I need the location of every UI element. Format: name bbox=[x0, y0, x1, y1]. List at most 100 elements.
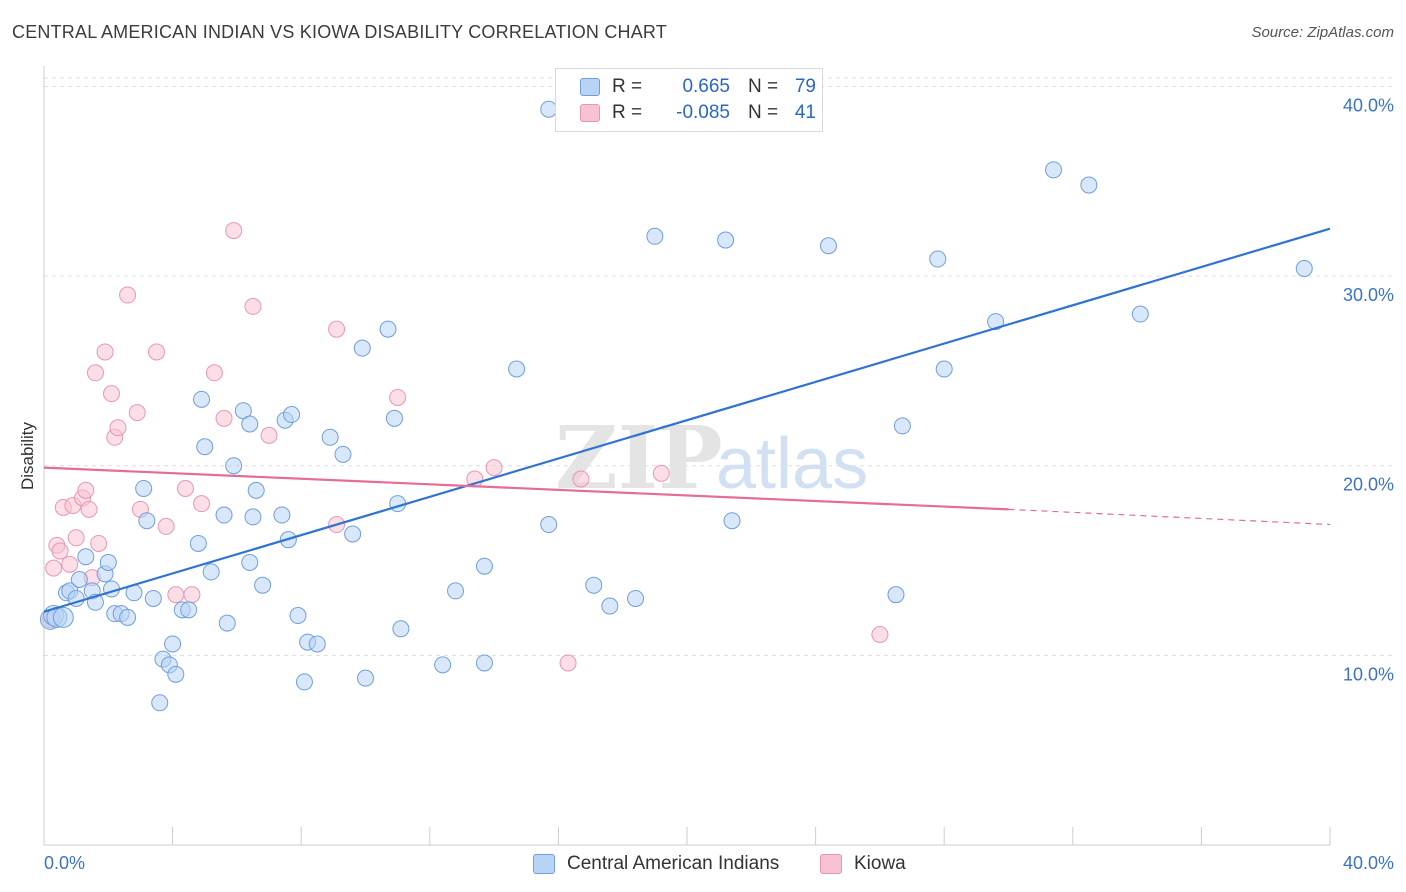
central-american-indian-point bbox=[887, 586, 905, 604]
central-american-indian-point bbox=[585, 576, 603, 594]
bottom-legend-central-american-indians: Central American Indians bbox=[533, 852, 779, 876]
watermark-atlas: atlas bbox=[716, 424, 868, 504]
kiowa-point bbox=[167, 586, 185, 604]
central-american-indian-point bbox=[475, 654, 493, 672]
legend-swatch-pink bbox=[580, 104, 600, 122]
kiowa-point bbox=[193, 495, 211, 513]
axes bbox=[43, 66, 1331, 846]
central-american-indian-point bbox=[723, 512, 741, 530]
legend-r-label: R = bbox=[612, 76, 643, 97]
central-american-indian-point bbox=[717, 231, 735, 249]
legend-row-kiowa: R = -0.085 N = 41 bbox=[580, 101, 816, 125]
x-tick-label-max: 40.0% bbox=[1343, 853, 1394, 873]
central-american-indian-point bbox=[646, 227, 664, 245]
kiowa-point bbox=[260, 426, 278, 444]
trend-line-kiowa-extension bbox=[1008, 508, 1331, 526]
kiowa-point bbox=[109, 419, 127, 437]
central-american-indian-point bbox=[1295, 259, 1313, 277]
trend-lines bbox=[43, 227, 1331, 613]
legend-n-label: N = bbox=[748, 102, 779, 123]
central-american-indian-point bbox=[283, 406, 301, 424]
central-american-indian-point bbox=[385, 409, 403, 427]
central-american-indian-point bbox=[935, 360, 953, 378]
central-american-indian-point bbox=[254, 576, 272, 594]
central-american-indian-point bbox=[241, 415, 259, 433]
kiowa-point bbox=[328, 320, 346, 338]
central-american-indian-point bbox=[434, 656, 452, 674]
kiowa-point bbox=[96, 343, 114, 361]
central-american-indian-point bbox=[138, 512, 156, 530]
kiowa-point bbox=[215, 409, 233, 427]
central-american-indian-point bbox=[475, 557, 493, 575]
central-american-indian-point bbox=[1045, 161, 1063, 179]
central-american-indian-point bbox=[357, 669, 374, 687]
bottom-legend-kiowa: Kiowa bbox=[820, 852, 906, 876]
central-american-indian-point bbox=[77, 548, 95, 566]
central-american-indian-point bbox=[189, 534, 207, 552]
central-american-indian-point bbox=[99, 553, 117, 571]
kiowa-point bbox=[205, 364, 223, 382]
kiowa-point bbox=[86, 364, 104, 382]
central-american-indian-point bbox=[241, 553, 259, 571]
central-american-indian-point bbox=[193, 390, 211, 408]
tick-labels: 10.0% 20.0% 30.0% 40.0% 0.0% 40.0% bbox=[44, 95, 1394, 873]
central-american-indian-point bbox=[540, 516, 558, 534]
central-american-indian-point bbox=[180, 601, 198, 619]
central-american-indian-point bbox=[218, 614, 236, 632]
central-american-indian-point bbox=[379, 320, 397, 338]
kiowa-point bbox=[485, 459, 503, 477]
y-tick-label: 20.0% bbox=[1343, 475, 1394, 495]
central-american-indian-point bbox=[70, 571, 88, 589]
central-american-indian-point bbox=[1080, 176, 1098, 194]
source-label: Source: ZipAtlas.com bbox=[1251, 24, 1394, 41]
watermark-zip: ZIP bbox=[555, 408, 723, 509]
central-american-indian-point bbox=[215, 506, 233, 524]
legend-r-value: -0.085 bbox=[676, 102, 730, 123]
central-american-indian-point bbox=[601, 597, 619, 615]
kiowa-point bbox=[61, 555, 79, 573]
central-american-indian-point bbox=[353, 339, 371, 357]
legend-n-value: 79 bbox=[794, 76, 816, 97]
kiowa-point bbox=[148, 343, 166, 361]
legend-n-label: N = bbox=[748, 76, 779, 97]
central-american-indian-point bbox=[308, 635, 326, 653]
kiowa-points bbox=[41, 222, 889, 672]
kiowa-point bbox=[572, 470, 590, 488]
kiowa-point bbox=[225, 222, 243, 240]
kiowa-point bbox=[183, 586, 201, 604]
kiowa-point bbox=[389, 388, 407, 406]
legend-n-value: 41 bbox=[794, 102, 816, 123]
central-american-indian-point bbox=[321, 428, 339, 446]
central-american-indian-point bbox=[819, 237, 837, 255]
central-american-indian-point bbox=[167, 665, 185, 683]
kiowa-point bbox=[157, 517, 175, 535]
kiowa-point bbox=[871, 626, 889, 644]
central-american-indian-point bbox=[1131, 305, 1149, 323]
central-american-indian-point bbox=[893, 417, 911, 435]
central-american-indian-point bbox=[244, 508, 262, 526]
central-american-indian-point bbox=[202, 563, 220, 581]
kiowa-point bbox=[51, 542, 69, 560]
kiowa-point bbox=[103, 385, 121, 403]
central-american-indian-point bbox=[344, 525, 362, 543]
trend-line-central-american-indians bbox=[43, 227, 1331, 613]
kiowa-point bbox=[45, 559, 63, 577]
central-american-indian-point bbox=[392, 620, 410, 638]
central-american-indian-point bbox=[52, 606, 74, 628]
y-tick-label: 40.0% bbox=[1343, 95, 1394, 115]
kiowa-point bbox=[652, 464, 670, 482]
legend-row-central-american-indians: R = 0.665 N = 79 bbox=[580, 75, 816, 99]
central-american-indian-point bbox=[225, 457, 243, 475]
bottom-legend-label: Kiowa bbox=[854, 853, 906, 874]
central-american-indian-point bbox=[334, 445, 352, 463]
chart-title: CENTRAL AMERICAN INDIAN VS KIOWA DISABIL… bbox=[12, 22, 667, 42]
central-american-indian-point bbox=[987, 313, 1005, 331]
central-american-indian-points bbox=[39, 100, 1313, 712]
y-tick-label: 10.0% bbox=[1343, 664, 1394, 684]
central-american-indian-point bbox=[289, 607, 307, 625]
central-american-indian-point bbox=[447, 582, 465, 600]
central-american-indian-point bbox=[135, 479, 153, 497]
central-american-indian-point bbox=[508, 360, 526, 378]
central-american-indian-point bbox=[929, 250, 947, 268]
